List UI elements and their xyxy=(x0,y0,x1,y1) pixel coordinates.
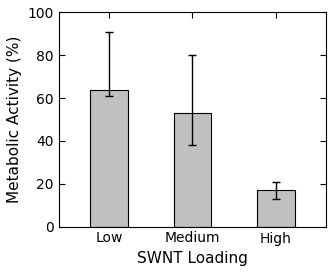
Bar xyxy=(257,190,295,227)
Bar xyxy=(90,90,128,227)
Y-axis label: Metabolic Activity (%): Metabolic Activity (%) xyxy=(7,36,22,203)
X-axis label: SWNT Loading: SWNT Loading xyxy=(137,251,248,266)
Bar xyxy=(173,113,211,227)
